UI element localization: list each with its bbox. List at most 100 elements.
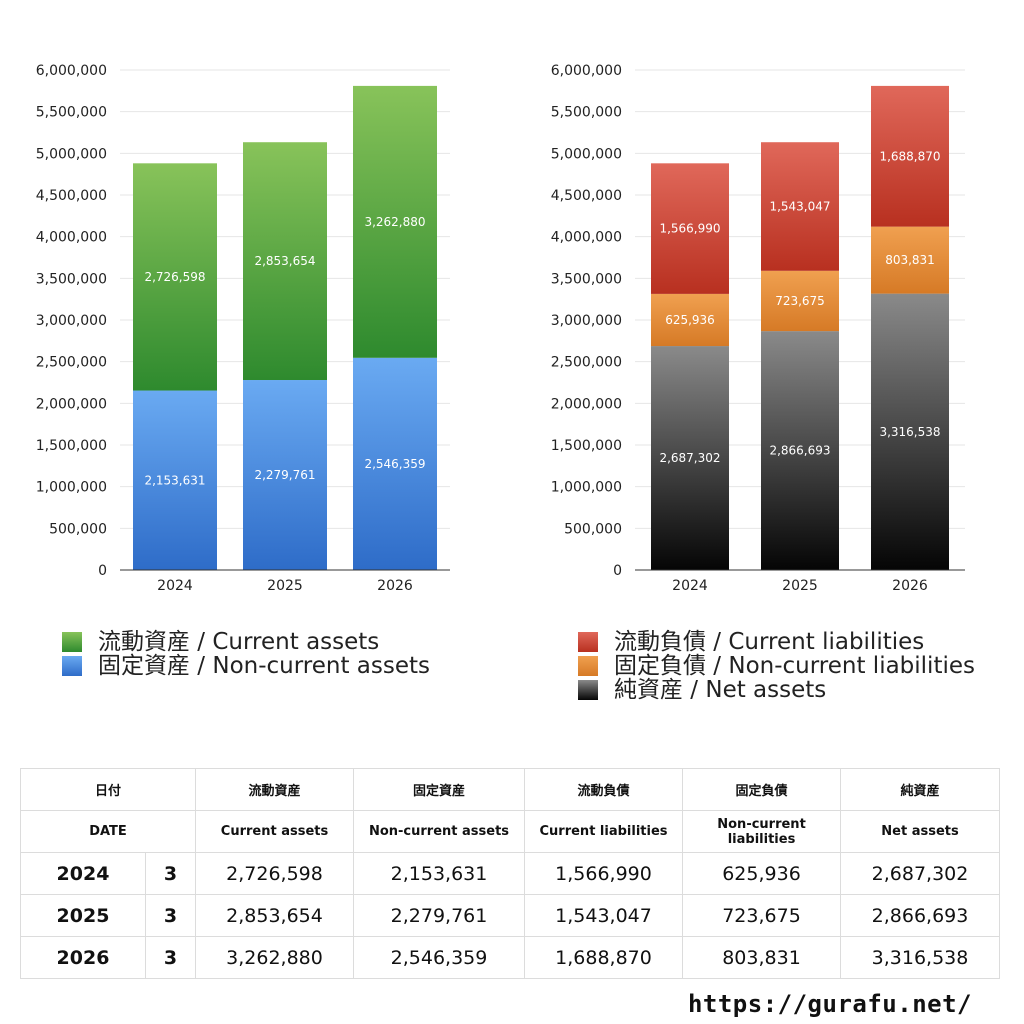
y-tick-label: 1,500,000 xyxy=(551,438,622,454)
bar-segment xyxy=(761,142,839,271)
cell-non-current-liabilities: 723,675 xyxy=(682,894,842,937)
header-net-assets-jp: 純資産 xyxy=(840,768,1001,811)
data-label: 723,675 xyxy=(775,294,825,308)
data-label: 2,866,693 xyxy=(769,444,830,458)
y-tick-label: 5,000,000 xyxy=(36,146,107,162)
header-current-liabilities-en: Current liabilities xyxy=(524,810,684,853)
cell-month: 3 xyxy=(144,936,197,979)
data-label: 1,543,047 xyxy=(769,200,830,214)
header-current-assets-en: Current assets xyxy=(195,810,355,853)
cell-net-assets: 2,866,693 xyxy=(840,894,1001,937)
charts-area: 0 500,000 1,000,000 1,500,000 2,000,000 2,500… xyxy=(36,63,965,594)
data-label: 2,687,302 xyxy=(659,451,720,465)
cell-year: 2026 xyxy=(20,936,146,979)
legend-item-current-assets: 流動資産 / Current assets xyxy=(62,630,430,654)
header-net-assets-en: Net assets xyxy=(840,810,1001,853)
x-tick-label: 2024 xyxy=(672,578,708,594)
y-tick-label: 4,500,000 xyxy=(551,188,622,204)
legend-label-non-current-liabilities: 固定負債 / Non-current liabilities xyxy=(614,653,975,679)
site-url[interactable]: https://gurafu.net/ xyxy=(687,990,972,1018)
data-label: 2,853,654 xyxy=(254,254,315,268)
legend-swatch-non-current-assets xyxy=(62,656,82,676)
y-tick-label: 4,000,000 xyxy=(36,230,107,246)
bar-segment xyxy=(243,142,327,381)
header-current-liabilities-jp: 流動負債 xyxy=(524,768,684,811)
cell-month: 3 xyxy=(144,852,197,895)
legend-swatch-current-liabilities xyxy=(578,632,598,652)
y-tick-label: 3,000,000 xyxy=(551,313,622,329)
data-label: 2,726,598 xyxy=(144,270,205,284)
data-label: 625,936 xyxy=(665,313,715,327)
bar-segment xyxy=(871,293,949,570)
legend-assets: 流動資産 / Current assets 固定資産 / Non-current… xyxy=(62,630,430,678)
y-tick-label: 3,500,000 xyxy=(36,271,107,287)
data-label: 3,262,880 xyxy=(364,215,425,229)
bar-segment xyxy=(651,163,729,294)
cell-current-liabilities: 1,688,870 xyxy=(524,936,684,979)
x-tick-label: 2024 xyxy=(157,578,193,594)
legend-label-current-liabilities: 流動負債 / Current liabilities xyxy=(614,629,925,655)
bar-segment xyxy=(761,270,839,332)
legend-swatch-non-current-liabilities xyxy=(578,656,598,676)
legend-item-non-current-assets: 固定資産 / Non-current assets xyxy=(62,654,430,678)
data-label: 2,546,359 xyxy=(364,457,425,471)
y-tick-label: 2,000,000 xyxy=(551,396,622,412)
legend-swatch-net-assets xyxy=(578,680,598,700)
y-tick-label: 500,000 xyxy=(564,521,622,537)
cell-non-current-assets: 2,153,631 xyxy=(353,852,526,895)
y-tick-label: 500,000 xyxy=(49,521,107,537)
bar-segment xyxy=(353,85,437,358)
header-date-jp: 日付 xyxy=(19,768,197,811)
legend-liabilities: 流動負債 / Current liabilities 固定負債 / Non-cu… xyxy=(578,630,975,702)
legend-item-net-assets: 純資産 / Net assets xyxy=(578,678,975,702)
legend-item-current-liabilities: 流動負債 / Current liabilities xyxy=(578,630,975,654)
table-row: 2024 3 2,726,598 2,153,631 1,566,990 625… xyxy=(20,852,1001,895)
y-tick-label: 3,000,000 xyxy=(36,313,107,329)
cell-current-assets: 3,262,880 xyxy=(195,936,355,979)
legend-swatch-current-assets xyxy=(62,632,82,652)
data-label: 2,279,761 xyxy=(254,468,315,482)
cell-net-assets: 2,687,302 xyxy=(840,852,1001,895)
table-row: 2025 3 2,853,654 2,279,761 1,543,047 723… xyxy=(20,894,1001,937)
cell-non-current-assets: 2,279,761 xyxy=(353,894,526,937)
y-tick-label: 4,500,000 xyxy=(36,188,107,204)
y-tick-label: 1,000,000 xyxy=(36,480,107,496)
cell-year: 2025 xyxy=(20,894,146,937)
header-current-assets-jp: 流動資産 xyxy=(195,768,355,811)
cell-non-current-assets: 2,546,359 xyxy=(353,936,526,979)
y-tick-label: 1,500,000 xyxy=(36,438,107,454)
cell-current-assets: 2,853,654 xyxy=(195,894,355,937)
header-date-en: DATE xyxy=(19,810,197,853)
cell-non-current-liabilities: 625,936 xyxy=(682,852,842,895)
y-tick-label: 3,500,000 xyxy=(551,271,622,287)
data-label: 1,566,990 xyxy=(659,222,720,236)
cell-year: 2024 xyxy=(20,852,146,895)
y-tick-label: 2,500,000 xyxy=(551,355,622,371)
bar-segment xyxy=(243,380,327,570)
table-header-en: DATE Current assets Non-current assets C… xyxy=(19,810,1001,853)
y-tick-label: 2,000,000 xyxy=(36,396,107,412)
y-tick-label: 4,000,000 xyxy=(551,230,622,246)
data-label: 3,316,538 xyxy=(879,425,940,439)
y-tick-label: 5,000,000 xyxy=(551,146,622,162)
chart-assets: 0 500,000 1,000,000 1,500,000 2,000,000 2,500… xyxy=(36,63,450,594)
chart-liabilities-net-assets: 0 500,000 1,000,000 1,500,000 2,000,000 2,500… xyxy=(551,63,965,594)
y-tick-label: 1,000,000 xyxy=(551,480,622,496)
x-tick-label: 2026 xyxy=(377,578,413,594)
data-label: 2,153,631 xyxy=(144,473,205,487)
header-non-current-assets-en: Non-current assets xyxy=(353,810,526,853)
bar-segment xyxy=(651,293,729,347)
y-tick-label: 2,500,000 xyxy=(36,355,107,371)
bar-segment xyxy=(651,346,729,570)
cell-current-assets: 2,726,598 xyxy=(195,852,355,895)
data-label: 1,688,870 xyxy=(879,149,940,163)
x-tick-label: 2025 xyxy=(782,578,818,594)
y-tick-label: 0 xyxy=(98,563,107,579)
cell-non-current-liabilities: 803,831 xyxy=(682,936,842,979)
data-label: 803,831 xyxy=(885,253,935,267)
y-tick-label: 0 xyxy=(613,563,622,579)
bar-segment xyxy=(761,331,839,570)
legend-label-net-assets: 純資産 / Net assets xyxy=(614,677,827,703)
bar-segment xyxy=(133,163,217,391)
legend-label-non-current-assets: 固定資産 / Non-current assets xyxy=(98,653,431,679)
